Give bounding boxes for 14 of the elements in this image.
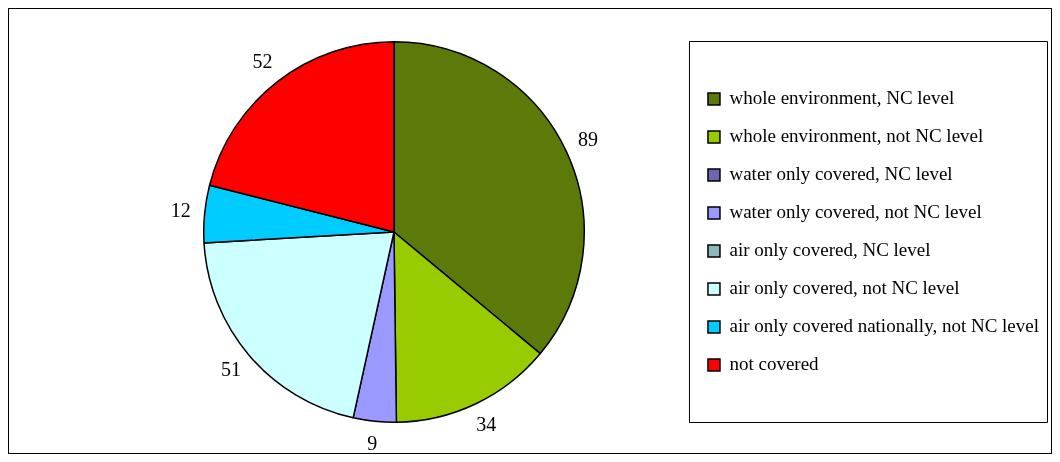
data-label: 9	[367, 432, 378, 455]
data-label: 51	[220, 358, 241, 381]
data-label: 12	[170, 198, 191, 221]
data-label: 52	[252, 50, 273, 73]
legend-label: air only covered, NC level	[729, 238, 931, 260]
legend-label: air only covered nationally, not NC level	[729, 314, 1040, 336]
data-label: 89	[577, 128, 598, 151]
data-label: 34	[476, 412, 497, 435]
legend-label: water only covered, not NC level	[729, 200, 982, 222]
legend-label: water only covered, NC level	[729, 162, 953, 184]
legend-label: whole environment, NC level	[729, 86, 955, 108]
legend-label: whole environment, not NC level	[729, 124, 984, 146]
legend-label: not covered	[729, 352, 820, 374]
legend-label: air only covered, not NC level	[729, 276, 960, 298]
